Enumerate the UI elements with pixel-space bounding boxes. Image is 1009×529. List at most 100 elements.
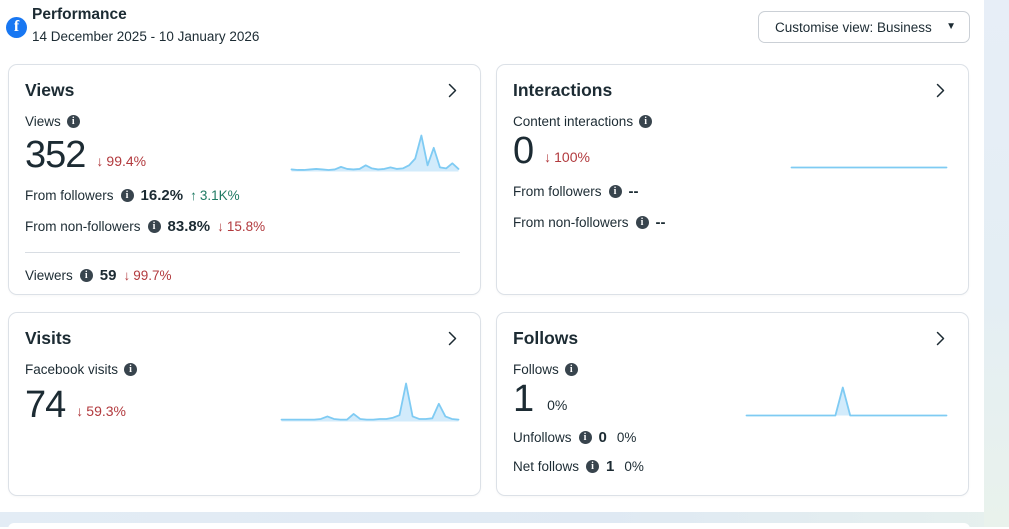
next-section-panel [8,523,970,529]
row-label: From non-followers [513,215,629,231]
row-label: Unfollows [513,430,572,446]
views-metric-change: ↓ 99.4% [96,153,146,173]
info-icon[interactable]: i [578,431,592,445]
visits-card: Visits Facebook visits i 74 ↓ 59.3% [8,312,481,496]
facebook-logo-icon: f [6,17,27,38]
divider [25,252,460,253]
info-icon[interactable]: i [66,115,80,128]
row-change: ↓ 15.8% [217,219,265,234]
change-value: 0% [616,430,637,446]
info-icon[interactable]: i [586,460,600,474]
row-label: Viewers [25,268,73,283]
trend-arrow-icon: ↓ [123,268,131,283]
row-change: ↓ 99.7% [123,268,171,283]
row-change: 0% [621,459,644,474]
row-label: From followers [513,184,602,200]
info-icon[interactable]: i [639,115,653,128]
chevron-right-icon [936,331,945,346]
trend-arrow-icon: ↓ [96,153,104,169]
change-value: 0% [547,397,568,414]
dropdown-caret-icon: ▼ [946,21,956,32]
page-title: Performance [32,6,127,23]
follows-sparkline-chart [745,386,948,417]
row-change: ↑ 3.1K% [190,188,240,203]
row-label: From non-followers [25,219,141,234]
views-metric-value: 352 [25,133,86,176]
change-value: 59.3% [86,403,126,419]
views-metric-label: Views [25,114,61,129]
net-follows-row: Net follows i 1 0% [513,458,948,475]
row-value: 0 [598,429,607,447]
trend-arrow-icon: ↓ [76,403,84,419]
row-value: 59 [99,267,117,284]
row-label: Net follows [513,459,580,475]
interactions-from-non-followers-row: From non-followers i -- [513,214,948,231]
interactions-hero: 0 ↓ 100% [513,130,948,172]
info-icon[interactable]: i [564,363,578,376]
follows-metric-label-row: Follows i [513,362,948,377]
info-icon[interactable]: i [120,189,134,202]
views-card-open-button[interactable] [445,80,460,101]
row-change: 0% [614,430,637,445]
change-value: 0% [624,459,644,475]
visits-sparkline-chart [280,382,460,422]
viewers-row: Viewers i 59 ↓ 99.7% [25,267,460,284]
interactions-card-open-button[interactable] [933,80,948,101]
follows-metric-change: 0% [544,397,567,417]
change-value: 100% [554,149,590,166]
change-value: 99.7% [133,268,172,283]
trend-arrow-icon: ↓ [217,219,224,234]
interactions-sparkline-chart [790,166,948,169]
unfollows-row: Unfollows i 0 0% [513,429,948,446]
row-value: 16.2% [140,187,184,204]
customise-view-label: Customise view: Business [775,19,932,35]
info-icon[interactable]: i [147,220,161,233]
follows-metric-label: Follows [513,362,559,377]
visits-card-title: Visits [25,328,72,348]
follows-card: Follows Follows i 1 0% Unfollows i 0 0% … [496,312,969,496]
content-area-bottom [0,498,984,512]
interactions-from-followers-row: From followers i -- [513,183,948,200]
row-value: 1 [606,458,615,476]
change-value: 15.8% [226,219,266,234]
views-metric-label-row: Views i [25,114,460,129]
views-card: Views Views i 352 ↓ 99.4% From followers … [8,64,481,295]
interactions-metric-label: Content interactions [513,114,634,129]
trend-arrow-icon: ↓ [544,149,552,166]
views-from-followers-row: From followers i 16.2% ↑ 3.1K% [25,187,460,204]
interactions-metric-label-row: Content interactions i [513,114,948,129]
change-value: 3.1K% [199,188,240,203]
row-value: -- [628,183,639,201]
date-range: 14 December 2025 - 10 January 2026 [32,29,260,44]
follows-card-open-button[interactable] [933,328,948,349]
row-value: -- [655,214,666,232]
info-icon[interactable]: i [124,363,138,376]
views-from-non-followers-row: From non-followers i 83.8% ↓ 15.8% [25,218,460,235]
chevron-right-icon [936,83,945,98]
row-value: 83.8% [167,218,211,235]
views-hero: 352 ↓ 99.4% [25,133,460,176]
views-sparkline-chart [290,134,460,172]
interactions-card-title: Interactions [513,80,613,100]
follows-hero: 1 0% [513,378,948,420]
interactions-metric-value: 0 [513,130,534,172]
trend-arrow-icon: ↑ [190,188,197,203]
visits-card-open-button[interactable] [445,328,460,349]
info-icon[interactable]: i [635,216,649,230]
visits-metric-value: 74 [25,383,66,426]
info-icon[interactable]: i [79,269,93,282]
info-icon[interactable]: i [608,185,622,199]
row-label: From followers [25,188,114,203]
interactions-metric-change: ↓ 100% [544,149,590,169]
visits-hero: 74 ↓ 59.3% [25,381,460,426]
visits-metric-label-row: Facebook visits i [25,362,460,377]
customise-view-dropdown[interactable]: Customise view: Business ▼ [758,11,970,43]
change-value: 99.4% [106,153,147,169]
views-card-title: Views [25,80,75,100]
follows-metric-value: 1 [513,378,534,420]
visits-metric-label: Facebook visits [25,362,119,377]
interactions-card: Interactions Content interactions i 0 ↓ 1… [496,64,969,295]
page-background-strip [984,0,1009,527]
chevron-right-icon [448,83,457,98]
visits-metric-change: ↓ 59.3% [76,403,126,423]
